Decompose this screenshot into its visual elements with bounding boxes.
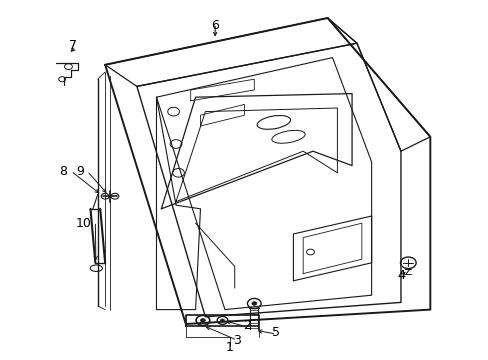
Circle shape [64,64,72,69]
Circle shape [220,319,224,322]
Text: 5: 5 [272,327,280,339]
Circle shape [196,315,209,325]
Text: 1: 1 [225,341,233,354]
Text: 8: 8 [60,165,67,177]
Circle shape [247,298,261,309]
Ellipse shape [90,265,102,271]
Text: 7: 7 [69,39,77,51]
Circle shape [251,302,256,305]
Text: 10: 10 [75,217,91,230]
Text: 3: 3 [233,334,241,347]
Circle shape [400,257,415,269]
Circle shape [200,319,205,322]
Text: 4: 4 [396,269,404,282]
Text: 6: 6 [211,19,219,32]
Circle shape [59,77,65,82]
Text: 9: 9 [77,165,84,177]
Text: 2: 2 [243,319,250,332]
Circle shape [217,316,227,324]
